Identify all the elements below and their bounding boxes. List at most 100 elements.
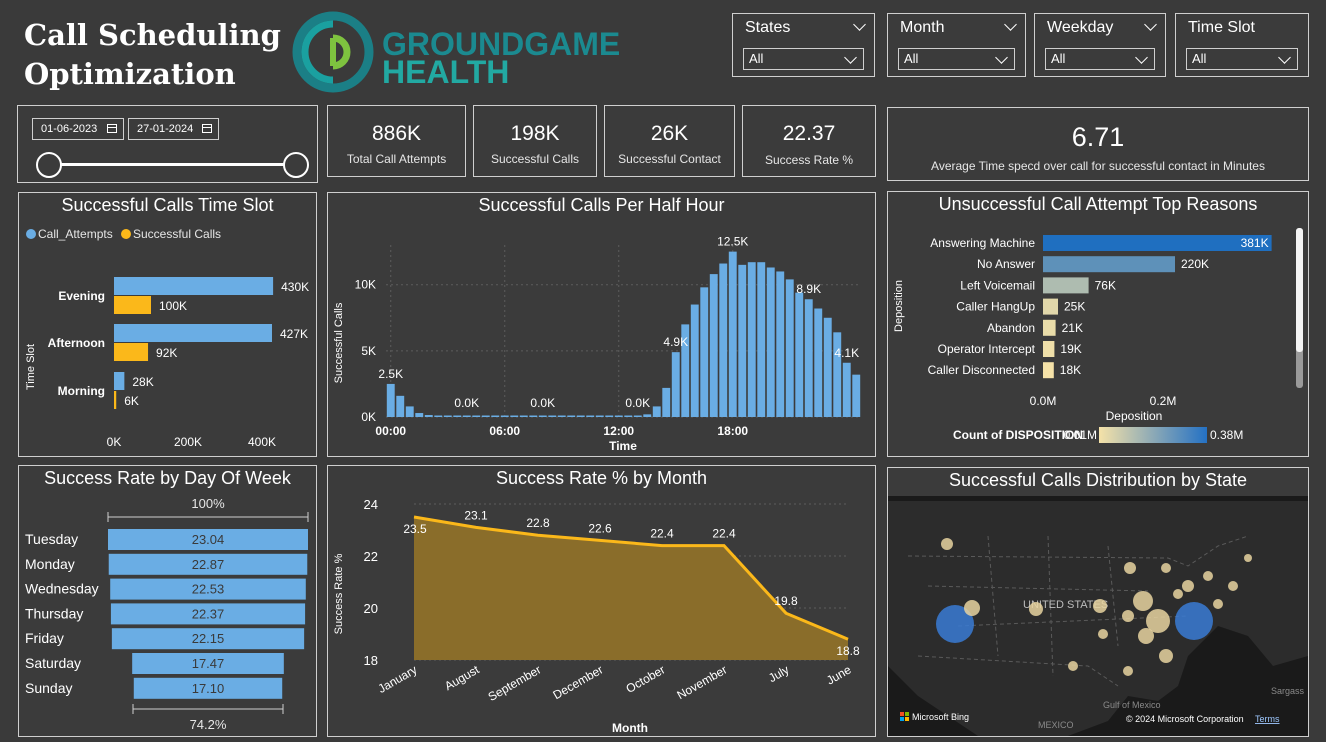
state-bubble[interactable] [1173, 589, 1183, 599]
state-bubble[interactable] [1182, 580, 1194, 592]
reasons-bar[interactable] [1043, 298, 1058, 315]
dayofweek-bar[interactable] [110, 603, 306, 625]
state-bubble[interactable] [1175, 602, 1213, 640]
reasons-bar[interactable] [1043, 341, 1055, 357]
halfhour-bar[interactable] [443, 415, 452, 418]
halfhour-bar[interactable] [671, 352, 680, 417]
slicer-states[interactable]: States All [732, 13, 875, 77]
chevron-down-icon[interactable] [853, 18, 866, 31]
halfhour-bar[interactable] [396, 395, 405, 417]
halfhour-bar[interactable] [434, 415, 443, 418]
date-slider-start-handle[interactable] [36, 152, 62, 178]
halfhour-bar[interactable] [491, 415, 500, 418]
halfhour-bar[interactable] [481, 415, 490, 418]
timeslot-bar[interactable] [114, 343, 149, 361]
timeslot-bar[interactable] [114, 372, 125, 390]
state-bubble[interactable] [941, 538, 953, 550]
reasons-scrollbar-thumb[interactable] [1296, 228, 1303, 352]
halfhour-bar[interactable] [681, 324, 690, 417]
state-bubble[interactable] [1122, 610, 1134, 622]
start-date-input[interactable]: 01-06-2023 [32, 118, 124, 140]
state-bubble[interactable] [1138, 628, 1154, 644]
halfhour-bar[interactable] [833, 332, 842, 417]
halfhour-bar[interactable] [709, 274, 718, 417]
halfhour-bar[interactable] [453, 415, 462, 418]
halfhour-bar[interactable] [652, 406, 661, 417]
dayofweek-bar[interactable] [108, 553, 308, 575]
halfhour-bar[interactable] [605, 415, 614, 418]
us-map[interactable]: UNITED STATES Gulf of Mexico MEXICO Sarg… [888, 496, 1308, 736]
state-bubble[interactable] [1244, 554, 1252, 562]
halfhour-bar[interactable] [690, 304, 699, 417]
halfhour-bar[interactable] [510, 415, 519, 418]
halfhour-bar[interactable] [567, 415, 576, 418]
halfhour-bar[interactable] [386, 383, 395, 417]
halfhour-bar[interactable] [785, 279, 794, 417]
halfhour-bar[interactable] [557, 415, 566, 418]
halfhour-bar[interactable] [415, 413, 424, 417]
halfhour-bar[interactable] [614, 415, 623, 418]
dayofweek-bar[interactable] [132, 653, 284, 674]
slicer-month-dropdown[interactable]: All [898, 48, 1015, 70]
reasons-bar[interactable] [1043, 362, 1054, 379]
state-bubble[interactable] [1029, 602, 1043, 616]
halfhour-bar[interactable] [795, 292, 804, 417]
calendar-icon[interactable] [202, 124, 212, 133]
reasons-bar[interactable] [1043, 277, 1089, 294]
date-range-slicer[interactable]: 01-06-2023 27-01-2024 [17, 105, 318, 183]
dayofweek-bar[interactable] [111, 628, 305, 650]
state-bubble[interactable] [1068, 661, 1078, 671]
halfhour-bar[interactable] [747, 262, 756, 417]
halfhour-bar[interactable] [776, 271, 785, 417]
halfhour-bar[interactable] [766, 267, 775, 417]
halfhour-bar[interactable] [548, 415, 557, 418]
halfhour-bar[interactable] [500, 415, 509, 418]
halfhour-bar[interactable] [462, 415, 471, 418]
month-line[interactable] [413, 515, 849, 641]
chevron-down-icon[interactable] [1144, 18, 1157, 31]
state-bubble[interactable] [1133, 591, 1153, 611]
timeslot-bar[interactable] [114, 324, 272, 342]
slicer-weekday[interactable]: Weekday All [1034, 13, 1166, 77]
halfhour-bar[interactable] [728, 251, 737, 417]
timeslot-bar[interactable] [114, 391, 117, 409]
map-terms-link[interactable]: Terms [1255, 714, 1280, 724]
state-bubble[interactable] [964, 600, 980, 616]
end-date-input[interactable]: 27-01-2024 [128, 118, 219, 140]
dayofweek-bar[interactable] [110, 578, 306, 600]
halfhour-bar[interactable] [424, 415, 433, 417]
halfhour-bar[interactable] [823, 317, 832, 417]
halfhour-bar[interactable] [624, 415, 633, 418]
halfhour-bar[interactable] [472, 415, 481, 418]
halfhour-bar[interactable] [633, 415, 642, 418]
halfhour-bar[interactable] [529, 415, 538, 418]
state-bubble[interactable] [1098, 629, 1108, 639]
state-bubble[interactable] [1093, 599, 1107, 613]
state-bubble[interactable] [1146, 609, 1170, 633]
state-bubble[interactable] [1159, 649, 1173, 663]
halfhour-bar[interactable] [814, 308, 823, 417]
state-bubble[interactable] [1124, 562, 1136, 574]
slicer-states-dropdown[interactable]: All [743, 48, 864, 70]
halfhour-bar[interactable] [662, 387, 671, 417]
reasons-bar[interactable] [1043, 319, 1056, 336]
chevron-down-icon[interactable] [1004, 18, 1017, 31]
halfhour-bar[interactable] [738, 264, 747, 417]
timeslot-bar[interactable] [114, 296, 151, 314]
halfhour-bar[interactable] [700, 287, 709, 417]
halfhour-bar[interactable] [852, 374, 861, 417]
reasons-bar[interactable] [1043, 235, 1272, 251]
date-slider-end-handle[interactable] [283, 152, 309, 178]
halfhour-bar[interactable] [804, 299, 813, 417]
slicer-time-slot-dropdown[interactable]: All [1186, 48, 1298, 70]
dayofweek-bar[interactable] [133, 677, 283, 699]
halfhour-bar[interactable] [405, 406, 414, 417]
halfhour-bar[interactable] [595, 415, 604, 418]
reasons-bar[interactable] [1043, 256, 1175, 273]
state-bubble[interactable] [936, 605, 974, 643]
dayofweek-bar[interactable] [108, 529, 308, 550]
halfhour-bar[interactable] [586, 415, 595, 418]
halfhour-bar[interactable] [643, 414, 652, 417]
halfhour-bar[interactable] [538, 415, 547, 418]
state-bubble[interactable] [1213, 599, 1223, 609]
